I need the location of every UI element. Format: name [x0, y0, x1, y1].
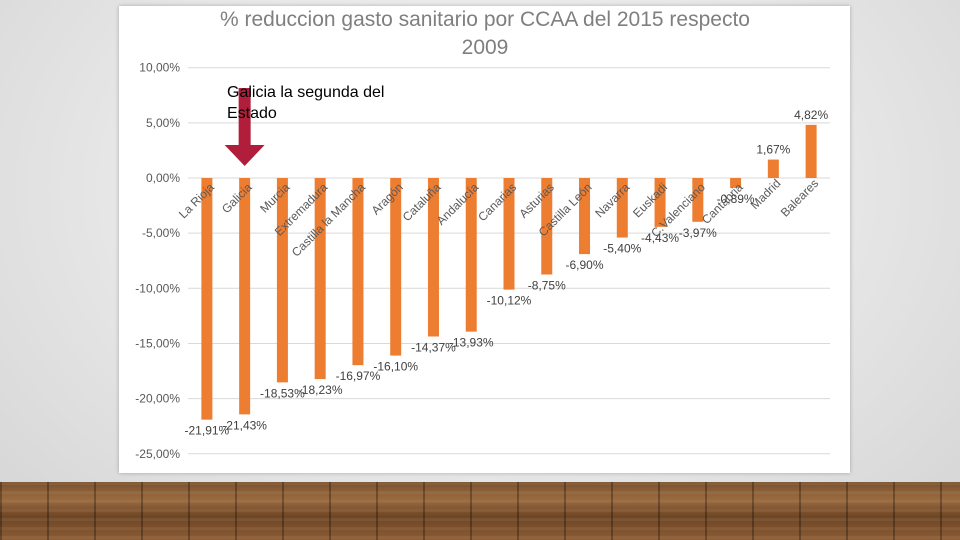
data-label: -4,43% — [641, 231, 679, 245]
chart-title-line-2: 2009 — [461, 36, 509, 59]
annotation-arrow-shaft — [238, 88, 251, 146]
wooden-floor-background — [0, 482, 960, 540]
annotation-text: Galicia la segunda del Estado — [227, 84, 385, 122]
bar — [767, 159, 779, 178]
data-label: -16,10% — [373, 360, 418, 374]
y-tick-label: 5,00% — [146, 116, 180, 130]
x-category-label: Baleares — [778, 176, 821, 219]
y-tick-label: -20,00% — [135, 392, 180, 406]
data-label: -3,97% — [679, 226, 717, 240]
y-tick-label: 10,00% — [139, 61, 180, 75]
y-tick-label: -15,00% — [135, 336, 180, 350]
bar — [503, 178, 515, 290]
y-tick-label: -10,00% — [135, 281, 180, 295]
bar — [352, 178, 364, 366]
data-label: 4,82% — [794, 108, 828, 122]
bar — [276, 178, 288, 383]
data-label: -18,23% — [298, 383, 343, 397]
bar — [730, 178, 742, 188]
bar — [654, 178, 666, 227]
bar — [390, 178, 402, 356]
y-tick-label: -5,00% — [142, 226, 180, 240]
y-tick-label: -25,00% — [135, 447, 180, 461]
data-label: -21,91% — [185, 424, 230, 438]
chart-title: % reduccion gasto sanitario por CCAA del… — [160, 6, 810, 62]
data-label: -10,12% — [487, 294, 532, 308]
data-label: -0,89% — [717, 192, 755, 206]
data-label: -5,40% — [603, 242, 641, 256]
annotation-arrow-head — [224, 145, 265, 166]
data-label: -14,37% — [411, 341, 456, 355]
data-label: -13,93% — [449, 336, 494, 350]
bar — [805, 124, 817, 178]
data-label: -6,90% — [566, 258, 604, 272]
data-label: -16,97% — [336, 369, 381, 383]
data-label: -8,75% — [528, 279, 566, 293]
bar — [579, 178, 591, 255]
data-label: -18,53% — [260, 386, 305, 400]
data-label: 1,67% — [756, 143, 790, 157]
bar — [541, 178, 553, 275]
data-label: -21,43% — [222, 418, 267, 432]
bar — [201, 178, 213, 420]
bar — [427, 178, 439, 337]
bar — [616, 178, 628, 238]
bar — [692, 178, 704, 222]
chart-title-line-1: % reduccion gasto sanitario por CCAA del… — [220, 8, 750, 31]
bar — [239, 178, 251, 415]
y-tick-label: 0,00% — [146, 171, 180, 185]
bar — [314, 178, 326, 380]
bar — [465, 178, 477, 332]
